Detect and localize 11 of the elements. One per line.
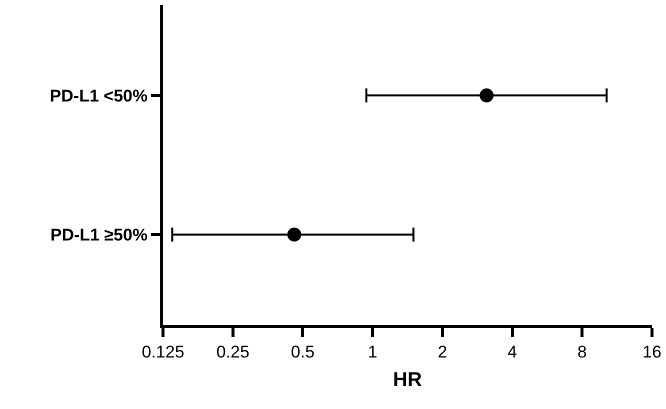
x-tick-label: 16 <box>642 342 662 362</box>
x-tick-label: 0.5 <box>290 342 315 362</box>
x-axis-title: HR <box>393 368 422 391</box>
y-tick-label: PD-L1 <50% <box>50 86 148 106</box>
x-tick-label: 0.25 <box>216 342 250 362</box>
x-tick-label: 2 <box>438 342 448 362</box>
x-tick-label: 0.125 <box>142 342 184 362</box>
y-tick-label: PD-L1 ≥50% <box>50 226 148 245</box>
x-tick-label: 1 <box>368 342 378 362</box>
x-tick-label: 8 <box>577 342 587 362</box>
x-tick-label: 4 <box>508 342 518 362</box>
